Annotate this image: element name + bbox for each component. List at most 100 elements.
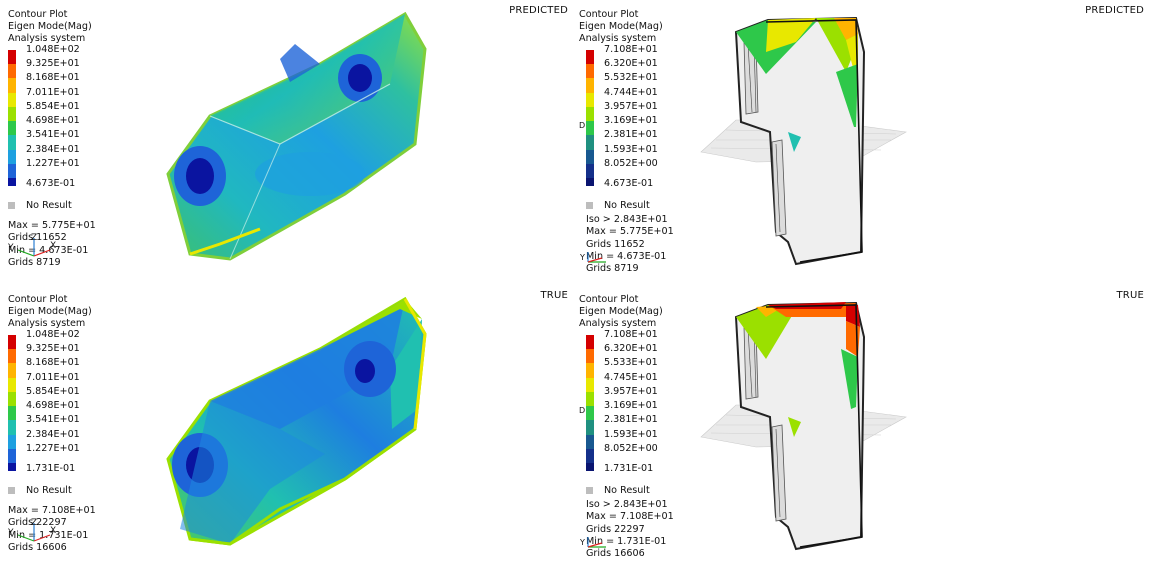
scale-label: 2.381E+01 <box>604 414 658 426</box>
stat-min: Min = 1.731E-01 <box>586 535 667 547</box>
scale-label: 9.325E+01 <box>26 342 80 354</box>
stat-grids: Grids 16606 <box>586 548 645 560</box>
viewport-tag: PREDICTED <box>1085 5 1144 16</box>
scale-label: 1.731E-01 <box>26 463 76 475</box>
legend-result-type: Eigen Mode(Mag) <box>579 21 663 33</box>
viewport-true-2[interactable]: TRUE Contour Plot Eigen Mode(Mag) Analys… <box>576 285 1152 570</box>
scale-label: 6.320E+01 <box>604 342 658 354</box>
color-scale: 7.108E+01 6.320E+01 5.533E+01 4.745E+01 … <box>586 329 674 475</box>
stat-min: Min = 4.673E-01 <box>586 250 667 262</box>
scale-label: 4.745E+01 <box>604 371 658 383</box>
stat-grids: Grids 8719 <box>8 256 61 268</box>
stat-grids: Grids 11652 <box>8 232 67 244</box>
scale-label: 5.854E+01 <box>26 100 80 112</box>
viewport-predicted-1[interactable]: PREDICTED Contour Plot Eigen Mode(Mag) A… <box>0 0 576 285</box>
no-result-key: No Result <box>586 200 674 212</box>
contour-legend: Contour Plot Eigen Mode(Mag) Analysis sy… <box>579 9 674 275</box>
no-result-key: No Result <box>8 200 96 212</box>
stat-grids: Grids 22297 <box>586 523 645 535</box>
axis-triad-icon: Z X Y <box>7 518 56 542</box>
scale-label: 5.854E+01 <box>26 385 80 397</box>
legend-system: Analysis system <box>8 318 86 330</box>
marker-d: D <box>579 121 586 130</box>
scale-label: 2.384E+01 <box>26 143 80 155</box>
marker-d: D <box>579 406 586 415</box>
triad-y: Y <box>579 538 585 547</box>
scale-label: 4.673E-01 <box>604 178 654 190</box>
scale-label: 5.532E+01 <box>604 72 658 84</box>
legend-result-type: Eigen Mode(Mag) <box>8 306 92 318</box>
stat-iso: Iso > 2.843E+01 <box>586 499 668 511</box>
scale-label: 8.052E+00 <box>604 442 658 454</box>
axis-triad-icon: Y <box>579 252 606 263</box>
stat-grids: Grids 11652 <box>586 238 645 250</box>
stat-iso: Iso > 2.843E+01 <box>586 214 668 226</box>
scale-label: 2.381E+01 <box>604 129 658 141</box>
legend-title: Contour Plot <box>8 294 68 305</box>
color-scale: 1.048E+02 9.325E+01 8.168E+01 7.011E+01 … <box>8 329 96 475</box>
scale-label: 3.957E+01 <box>604 385 658 397</box>
contour-legend: Contour Plot Eigen Mode(Mag) Analysis sy… <box>8 294 96 554</box>
scale-label: 5.533E+01 <box>604 357 658 369</box>
viewport-tag: TRUE <box>540 290 568 301</box>
scale-label: 1.227E+01 <box>26 442 80 454</box>
no-result-key: No Result <box>8 485 96 497</box>
triad-y: Y <box>579 253 585 262</box>
scale-label: 7.108E+01 <box>604 328 658 340</box>
stat-max: Max = 5.775E+01 <box>586 226 674 238</box>
stat-max: Max = 7.108E+01 <box>586 511 674 523</box>
oil-pan-model-iso[interactable] <box>696 12 916 272</box>
scale-label: 7.011E+01 <box>26 86 80 98</box>
triad-y: Y <box>7 528 14 538</box>
stat-max: Max = 7.108E+01 <box>8 505 96 517</box>
oil-pan-model-contour[interactable] <box>160 4 450 268</box>
scale-label: 8.052E+00 <box>604 157 658 169</box>
viewport-tag: TRUE <box>1116 290 1144 301</box>
scale-label: 3.169E+01 <box>604 115 658 127</box>
legend-title: Contour Plot <box>579 294 639 305</box>
scale-label: 3.957E+01 <box>604 100 658 112</box>
scale-label: 2.384E+01 <box>26 428 80 440</box>
scale-label: 1.731E-01 <box>604 463 654 475</box>
stat-grids: Grids 16606 <box>8 541 67 553</box>
no-result-key: No Result <box>586 485 674 497</box>
legend-result-type: Eigen Mode(Mag) <box>8 21 92 33</box>
triad-x: X <box>50 241 56 251</box>
stat-grids: Grids 8719 <box>586 263 639 275</box>
scale-label: 7.011E+01 <box>26 371 80 383</box>
triad-z: Z <box>31 518 37 528</box>
scale-label: 3.541E+01 <box>26 129 80 141</box>
viewport-true-1[interactable]: TRUE Contour Plot Eigen Mode(Mag) Analys… <box>0 285 576 570</box>
scale-label: 7.108E+01 <box>604 43 658 55</box>
legend-title: Contour Plot <box>8 9 68 20</box>
oil-pan-model-iso[interactable] <box>696 297 916 557</box>
scale-label: 8.168E+01 <box>26 357 80 369</box>
oil-pan-model-contour[interactable] <box>160 289 450 553</box>
scale-label: 1.048E+02 <box>26 43 80 55</box>
contour-legend: Contour Plot Eigen Mode(Mag) Analysis sy… <box>579 294 674 560</box>
color-scale: 1.048E+02 9.325E+01 8.168E+01 7.011E+01 … <box>8 44 96 190</box>
legend-system: Analysis system <box>579 318 657 330</box>
color-scale: 7.108E+01 6.320E+01 5.532E+01 4.744E+01 … <box>586 44 674 190</box>
scale-label: 9.325E+01 <box>26 57 80 69</box>
axis-triad-icon: Z X Y <box>7 233 56 257</box>
scale-label: 1.048E+02 <box>26 328 80 340</box>
triad-x: X <box>50 526 56 536</box>
contour-stats: Iso > 2.843E+01 Max = 7.108E+01 Grids 22… <box>586 499 674 560</box>
scale-label: 3.541E+01 <box>26 414 80 426</box>
scale-label: 3.169E+01 <box>604 400 658 412</box>
scale-label: 6.320E+01 <box>604 57 658 69</box>
scale-label: 8.168E+01 <box>26 72 80 84</box>
legend-system: Analysis system <box>8 33 86 45</box>
viewport-tag: PREDICTED <box>509 5 568 16</box>
triad-y: Y <box>7 243 14 253</box>
scale-label: 4.698E+01 <box>26 115 80 127</box>
legend-system: Analysis system <box>579 33 657 45</box>
legend-result-type: Eigen Mode(Mag) <box>579 306 663 318</box>
viewport-predicted-2[interactable]: PREDICTED Contour Plot Eigen Mode(Mag) A… <box>576 0 1152 285</box>
triad-z: Z <box>31 233 37 243</box>
stat-max: Max = 5.775E+01 <box>8 220 96 232</box>
scale-label: 4.673E-01 <box>26 178 76 190</box>
axis-triad-icon: Y <box>579 537 606 548</box>
contour-legend: Contour Plot Eigen Mode(Mag) Analysis sy… <box>8 9 96 269</box>
